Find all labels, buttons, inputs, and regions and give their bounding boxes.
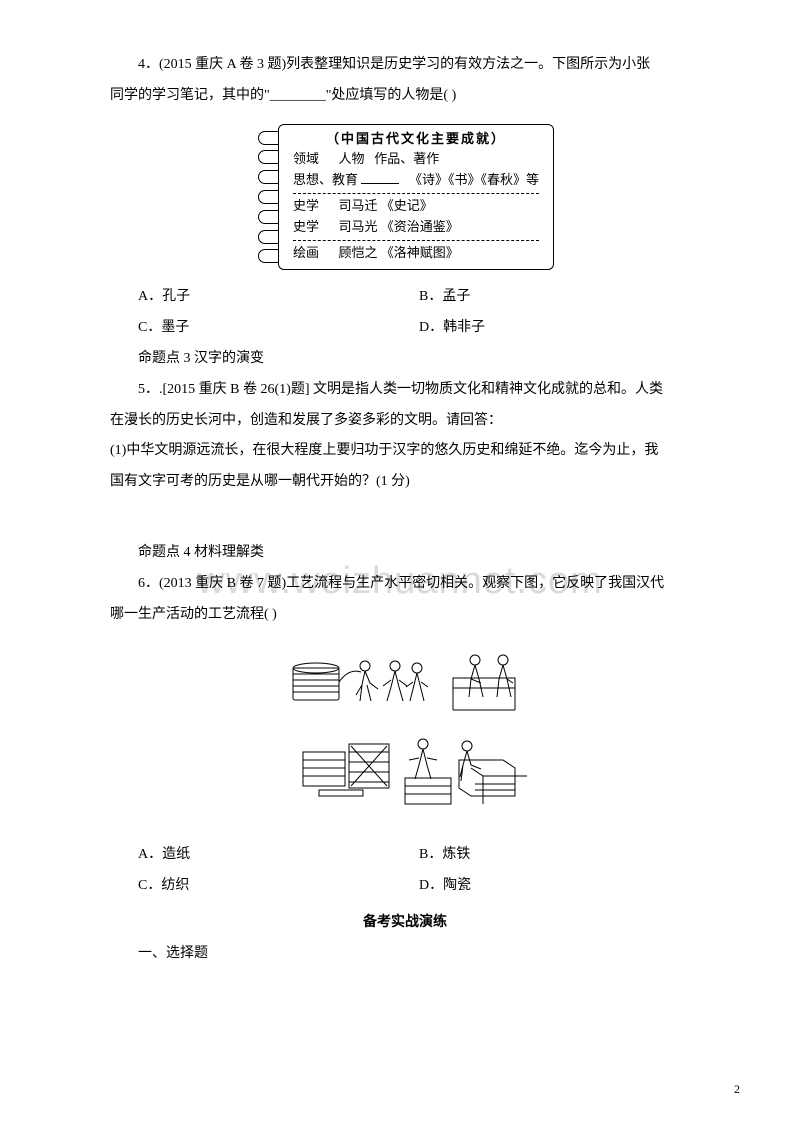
card-body: （中国古代文化主要成就） 领域 人物 作品、著作 思想、教育 《诗》《书》《春秋… xyxy=(278,124,554,271)
page-number: 2 xyxy=(734,1076,740,1102)
q4-opt-c: C．墨子 xyxy=(138,313,419,344)
q6-line1: 6．(2013 重庆 B 卷 7 题)工艺流程与生产水平密切相关。观察下图，它反… xyxy=(110,569,700,600)
q4-line1: 4．(2015 重庆 A 卷 3 题)列表整理知识是历史学习的有效方法之一。下图… xyxy=(110,50,700,81)
topic-4: 命题点 4 材料理解类 xyxy=(110,538,700,569)
q4-opt-b: B．孟子 xyxy=(419,282,700,313)
q6-line2: 哪一生产活动的工艺流程( ) xyxy=(110,600,700,631)
q6-options: A．造纸 B．炼铁 C．纺织 D．陶瓷 xyxy=(138,840,700,902)
q5-line2: 在漫长的历史长河中，创造和发展了多姿多彩的文明。请回答： xyxy=(110,406,700,437)
q6-opt-d: D．陶瓷 xyxy=(419,871,700,902)
q5-sub1-line1: (1)中华文明源远流长，在很大程度上要归功于汉字的悠久历史和绵延不绝。迄今为止，… xyxy=(110,436,700,467)
page-content: 4．(2015 重庆 A 卷 3 题)列表整理知识是历史学习的有效方法之一。下图… xyxy=(110,50,700,970)
card-row-2: 史学 司马迁 《史记》 xyxy=(293,196,539,217)
q6-opt-c: C．纺织 xyxy=(138,871,419,902)
spacer xyxy=(110,498,700,538)
part1: 一、选择题 xyxy=(110,939,700,970)
q6-opt-b: B．炼铁 xyxy=(419,840,700,871)
card-row-3: 史学 司马光 《资治通鉴》 xyxy=(293,217,539,238)
topic-3: 命题点 3 汉字的演变 xyxy=(110,344,700,375)
section-title: 备考实战演练 xyxy=(110,908,700,939)
notecard: （中国古代文化主要成就） 领域 人物 作品、著作 思想、教育 《诗》《书》《春秋… xyxy=(225,124,585,271)
card-row-4: 绘画 顾恺之 《洛神赋图》 xyxy=(293,243,539,264)
q5-sub1-line2: 国有文字可考的历史是从哪一朝代开始的？(1 分) xyxy=(110,467,700,498)
q6-illustration xyxy=(110,640,700,830)
q6-opt-a: A．造纸 xyxy=(138,840,419,871)
card-header: 领域 人物 作品、著作 xyxy=(293,149,539,170)
card-row-1: 思想、教育 《诗》《书》《春秋》等 xyxy=(293,170,539,191)
q5-line1: 5．.[2015 重庆 B 卷 26(1)题] 文明是指人类一切物质文化和精神文… xyxy=(110,375,700,406)
q4-options: A．孔子 B．孟子 C．墨子 D．韩非子 xyxy=(138,282,700,344)
q4-opt-d: D．韩非子 xyxy=(419,313,700,344)
spiral-binding xyxy=(256,124,278,271)
q4-opt-a: A．孔子 xyxy=(138,282,419,313)
card-title: （中国古代文化主要成就） xyxy=(293,129,539,150)
q4-line2: 同学的学习笔记，其中的"________"处应填写的人物是( ) xyxy=(110,81,700,112)
